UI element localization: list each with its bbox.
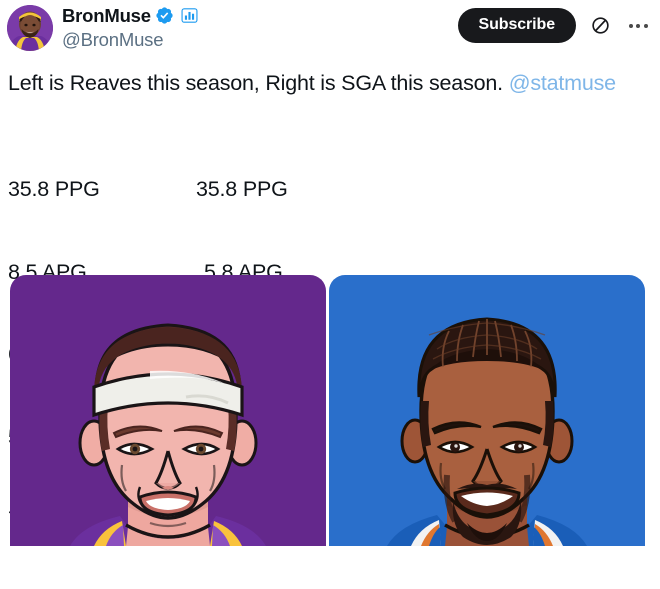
sga-portrait-illustration	[329, 275, 645, 546]
media-image-sga[interactable]	[329, 275, 645, 546]
media-image-reaves[interactable]	[10, 275, 326, 546]
account-identity: BronMuse @BronMuse	[62, 4, 198, 50]
tweet-post: BronMuse @BronMuse Subscribe	[0, 0, 660, 546]
name-row: BronMuse	[62, 4, 198, 27]
grok-circle-slash-button[interactable]	[586, 12, 614, 40]
header-actions: Subscribe	[457, 8, 652, 43]
stats-comparison: 35.8 PPG 8.5 APG 6.8 RPG 57/43/88% 73% T…	[0, 121, 660, 531]
more-options-button[interactable]	[624, 12, 652, 40]
more-horizontal-icon	[628, 23, 648, 28]
stat-line: 35.8 PPG	[8, 177, 100, 201]
reaves-portrait-illustration	[10, 275, 326, 546]
post-text: Left is Reaves this season, Right is SGA…	[8, 70, 648, 97]
verified-badge-icon	[156, 7, 173, 24]
display-name[interactable]: BronMuse	[62, 4, 151, 26]
mention-link-statmuse[interactable]: @statmuse	[508, 71, 616, 95]
post-text-body: Left is Reaves this season, Right is SGA…	[8, 71, 509, 95]
stat-line: 35.8 PPG	[196, 177, 288, 201]
avatar-lebron-cartoon-icon	[7, 5, 53, 51]
bar-chart-badge-icon	[181, 8, 198, 23]
account-handle[interactable]: @BronMuse	[62, 29, 164, 50]
subscribe-button[interactable]: Subscribe	[457, 8, 576, 43]
circle-slash-icon	[591, 17, 609, 34]
media-gallery	[10, 275, 645, 546]
post-header: BronMuse @BronMuse Subscribe	[0, 0, 660, 58]
avatar[interactable]	[7, 5, 53, 51]
